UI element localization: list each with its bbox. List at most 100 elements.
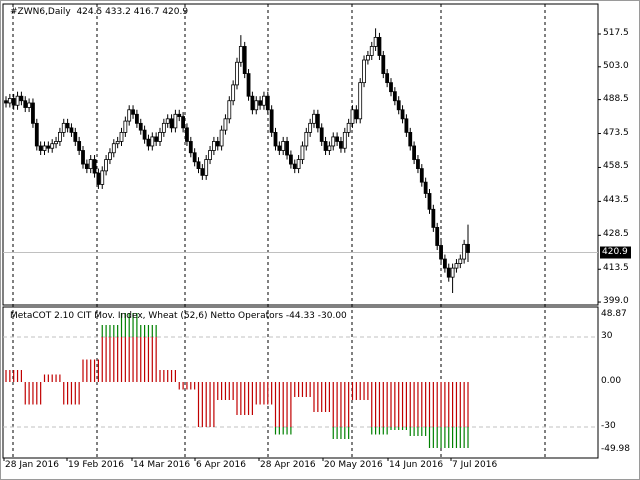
time-tick-label: 19 Feb 2016 [68,460,125,470]
candle-body [404,118,409,133]
candle-body [277,145,282,151]
candle-body [296,159,301,169]
candle-body [77,141,82,151]
candle-body [123,120,128,133]
candle-body [34,122,39,147]
candle-body [235,61,239,86]
candle-body [165,118,170,124]
candle-body [223,118,228,131]
symbol-label: #ZWN6,Daily [10,7,71,17]
candle-body [462,243,467,260]
candle-body [108,152,112,160]
candle-body [134,113,139,124]
candle-body [427,193,432,210]
price-tick-label: 503.0 [603,60,629,71]
price-tick-label: 458.5 [603,161,629,172]
candle-body [258,100,263,106]
candle-body [385,73,390,84]
candle-body [458,258,463,264]
candle-body [454,263,459,269]
candle-body [73,131,78,142]
candle-body [350,109,355,124]
candle-body [412,145,417,160]
candle-body [11,98,16,106]
candle-body [96,172,101,185]
candle-body [46,145,51,149]
candle-body [400,109,405,120]
candle-body [27,102,32,108]
candle-body [373,36,378,47]
candle-body [23,100,28,108]
candle-body [315,113,320,129]
candle-body [208,150,212,160]
candle-body [227,100,232,120]
candle-body [169,118,174,129]
time-tick-label: 20 May 2016 [324,460,383,470]
price-tick-label: 413.5 [603,263,629,274]
candle-body [435,227,440,246]
candle-body [335,136,340,142]
price-tick-label: 473.5 [603,127,629,138]
indicator-tick-label: 30 [601,331,613,341]
candle-body [50,143,55,149]
candle-body [181,116,186,129]
candle-body [389,82,393,93]
price-tick-label: 488.5 [603,93,629,104]
candle-body [219,129,224,147]
candle-body [19,95,24,102]
candle-body [450,267,455,278]
candle-body [342,131,347,149]
candle-body [185,127,189,142]
candle-body [161,122,166,133]
price-tick-label: 443.5 [603,195,629,206]
candle-body [246,73,251,97]
candle-body [446,267,451,278]
candle-body [4,100,8,104]
candle-body [288,154,293,165]
candle-body [304,131,309,147]
ohlc-values: 424.5 433.2 416.7 420.9 [76,7,189,17]
candle-body [327,145,332,151]
candle-body [369,46,374,56]
candle-body [100,170,105,185]
candle-body [84,163,89,169]
candle-body [158,131,162,142]
candle-body [192,152,197,163]
candle-body [408,131,413,147]
time-tick-label: 7 Jul 2016 [452,460,498,470]
indicator-pane [2,306,599,459]
candle-body [142,129,147,140]
candle-body [273,131,278,147]
candle-body [339,141,343,149]
candle-body [238,46,243,63]
candle-body [292,163,297,169]
main-pane [2,3,599,306]
candle-body [15,95,20,106]
candle-body [211,141,216,151]
candle-body [200,168,205,176]
candle-body [111,143,116,154]
candle-body [300,145,305,160]
candle-body [42,145,47,151]
candle-body [281,141,286,151]
candle-body [88,159,93,169]
candle-body [308,122,313,133]
time-tick-label: 28 Apr 2016 [260,460,316,470]
candle-body [7,98,12,104]
candle-body [204,159,209,176]
candle-body [188,141,193,154]
candle-body [365,55,370,61]
candle-body [269,109,274,133]
candle-body [31,102,35,124]
candle-body [196,161,201,169]
candle-body [138,122,143,131]
candle-body [381,55,386,74]
price-tick-label: 399.0 [603,296,629,307]
candle-body [254,100,259,111]
candle-body [61,122,66,133]
candle-body [242,46,247,74]
candle-body [439,245,443,260]
candle-body [65,122,70,129]
candle-body [354,109,359,120]
